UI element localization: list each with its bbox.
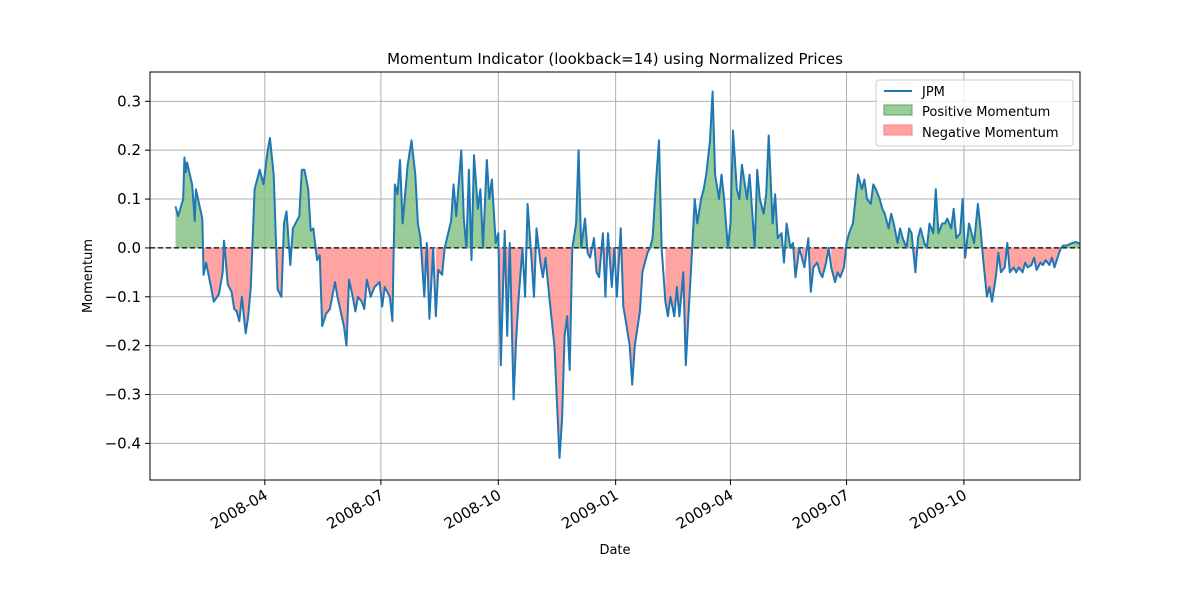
negative-momentum-area xyxy=(621,247,651,385)
negative-momentum-area xyxy=(1007,247,1061,273)
negative-momentum-area xyxy=(831,247,846,283)
negative-momentum-area xyxy=(808,247,829,292)
plot-frame xyxy=(149,71,1081,481)
negative-momentum-area xyxy=(315,247,394,346)
y-tick-label: 0.0 xyxy=(117,239,141,257)
y-tick-label: 0.2 xyxy=(117,141,141,159)
legend-label-jpm: JPM xyxy=(921,85,945,100)
y-tick-label: −0.1 xyxy=(105,288,141,306)
x-tick-label: 2008-10 xyxy=(441,486,504,533)
x-tick-label: 2008-04 xyxy=(208,486,271,533)
x-axis-ticks: 2008-04 2008-07 2008-10 2009-01 2009-04 2009-… xyxy=(208,480,970,533)
legend-swatch-negative xyxy=(883,124,913,136)
positive-momentum-area xyxy=(917,189,965,248)
legend-swatch-positive xyxy=(883,104,913,116)
positive-momentum-area xyxy=(252,138,277,248)
x-tick-label: 2008-07 xyxy=(324,486,387,533)
x-tick-label: 2009-10 xyxy=(907,486,970,533)
y-tick-label: −0.2 xyxy=(105,337,141,355)
negative-momentum-area xyxy=(203,247,224,302)
x-tick-label: 2009-01 xyxy=(558,486,621,533)
x-tick-label: 2009-04 xyxy=(673,486,736,533)
legend-label-negative: Negative Momentum xyxy=(922,126,1059,141)
legend-label-positive: Positive Momentum xyxy=(922,105,1050,120)
x-axis-label: Date xyxy=(599,543,630,558)
y-tick-label: −0.4 xyxy=(105,434,141,452)
positive-momentum-area xyxy=(846,174,913,248)
chart-title: Momentum Indicator (lookback=14) using N… xyxy=(387,50,843,68)
y-axis-label: Momentum xyxy=(81,239,96,313)
negative-momentum-area xyxy=(224,247,253,334)
legend: JPM Positive Momentum Negative Momentum xyxy=(875,79,1074,147)
positive-momentum-area xyxy=(175,157,203,248)
x-tick-label: 2009-07 xyxy=(789,486,852,533)
y-tick-label: 0.3 xyxy=(117,92,141,110)
positive-momentum-area xyxy=(291,169,316,248)
y-tick-label: −0.3 xyxy=(105,385,141,403)
series-line-jpm xyxy=(174,90,1081,459)
positive-momentum-area xyxy=(692,91,783,248)
y-tick-label: 0.1 xyxy=(117,190,141,208)
y-axis-ticks: 0.3 0.2 0.1 0.0 −0.1 −0.2 −0.3 −0.4 xyxy=(105,92,150,452)
legend-box xyxy=(875,79,1074,147)
